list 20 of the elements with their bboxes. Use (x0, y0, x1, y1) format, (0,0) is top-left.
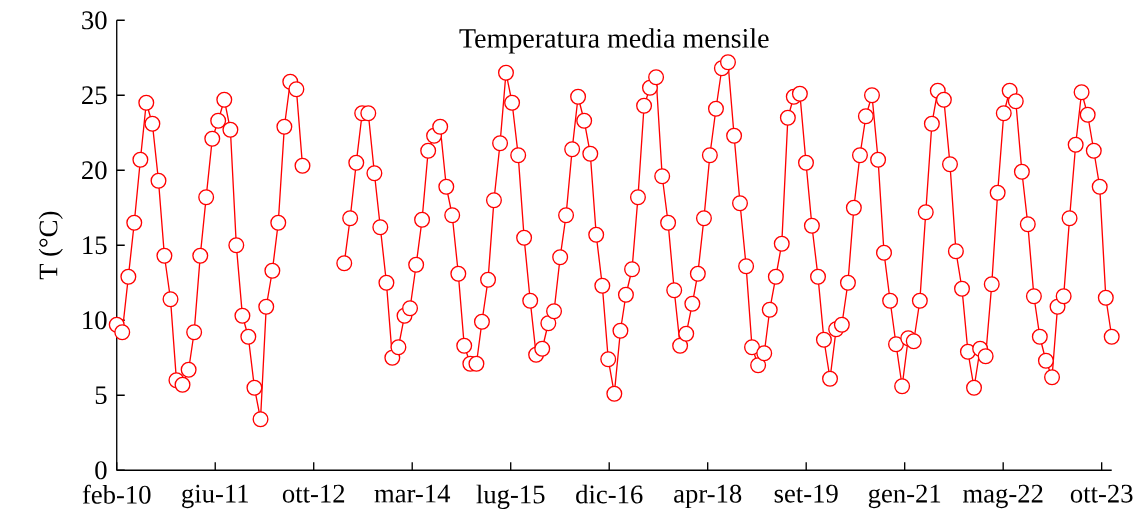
y-tick-label: 0 (95, 461, 107, 480)
x-tick-label: gen-21 (868, 484, 941, 509)
y-tick-label: 10 (83, 311, 107, 330)
chart-title: Temperatura media mensile (459, 28, 769, 54)
x-tick-label: ott-23 (1070, 484, 1133, 503)
y-tick-label: 15 (83, 236, 107, 255)
y-tick-label: 20 (82, 161, 107, 180)
y-tick-label: 5 (95, 386, 107, 405)
x-tick-label: lug-15 (476, 484, 545, 509)
x-tick-label: mag-22 (963, 484, 1043, 509)
y-axis-title: T (°C) (38, 211, 63, 280)
x-tick-label: apr-18 (674, 484, 742, 509)
x-tick-label: dic-16 (576, 484, 643, 504)
y-tick-label: 25 (82, 86, 107, 105)
y-tick-label: 30 (82, 11, 107, 30)
x-tick-label: set-19 (774, 484, 838, 503)
x-tick-label: giu-11 (182, 484, 248, 509)
x-tick-label: mar-14 (374, 484, 451, 503)
x-tick-label: ott-12 (282, 484, 345, 503)
x-tick-label: feb-10 (82, 484, 151, 504)
